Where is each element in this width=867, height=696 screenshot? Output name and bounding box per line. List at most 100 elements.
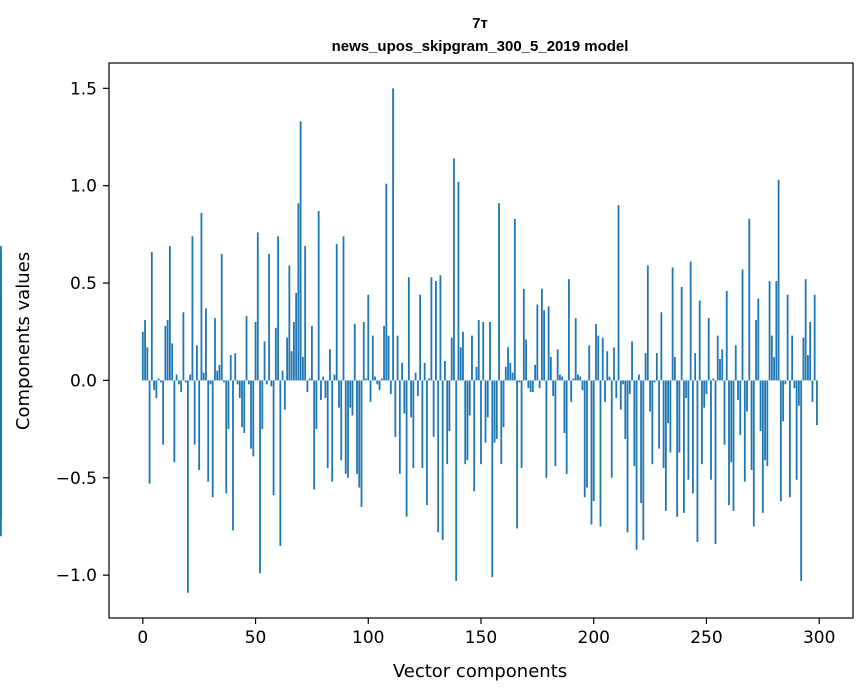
chart-subtitle: news_upos_skipgram_300_5_2019 model bbox=[332, 38, 629, 55]
bar bbox=[728, 380, 730, 506]
bar bbox=[344, 380, 347, 474]
x-tick-label: 100 bbox=[352, 628, 384, 648]
bar bbox=[466, 380, 469, 461]
bar bbox=[795, 380, 798, 480]
bar bbox=[511, 372, 514, 381]
bar bbox=[622, 380, 624, 385]
bar bbox=[250, 380, 252, 449]
bar bbox=[734, 345, 737, 381]
bar bbox=[710, 380, 712, 480]
bar bbox=[764, 380, 766, 461]
bar bbox=[800, 380, 803, 581]
bar bbox=[430, 277, 433, 381]
y-tick-label: 0.5 bbox=[70, 274, 97, 294]
bar bbox=[401, 362, 403, 381]
bar bbox=[574, 318, 577, 381]
bar bbox=[486, 380, 489, 418]
bar bbox=[534, 364, 537, 381]
bar bbox=[581, 380, 584, 391]
bar bbox=[669, 380, 672, 453]
bar bbox=[484, 380, 487, 443]
bar bbox=[306, 380, 309, 393]
bar bbox=[601, 337, 604, 381]
bar bbox=[606, 351, 609, 381]
bar-series bbox=[0, 88, 818, 593]
bar bbox=[556, 349, 559, 381]
bar bbox=[150, 251, 153, 381]
bar bbox=[649, 380, 651, 412]
bar bbox=[335, 244, 338, 381]
bar bbox=[653, 380, 656, 383]
bar bbox=[475, 366, 478, 381]
bar bbox=[516, 380, 518, 529]
bar bbox=[157, 378, 160, 381]
bar bbox=[356, 380, 358, 474]
bar bbox=[615, 380, 618, 398]
bar bbox=[444, 360, 446, 381]
bar bbox=[755, 320, 757, 381]
bar bbox=[809, 322, 812, 381]
bar bbox=[498, 203, 500, 381]
bar bbox=[416, 380, 419, 396]
bar bbox=[761, 380, 764, 513]
bar bbox=[791, 335, 794, 381]
bar bbox=[513, 218, 516, 381]
bar bbox=[281, 370, 284, 381]
chart-title: 7т bbox=[472, 15, 488, 32]
bar bbox=[757, 298, 760, 381]
bar bbox=[462, 331, 464, 381]
bar bbox=[439, 275, 442, 381]
bar bbox=[311, 325, 313, 381]
bar bbox=[166, 320, 169, 381]
bar bbox=[168, 246, 171, 381]
bar bbox=[673, 357, 676, 381]
y-axis-label: Components values bbox=[13, 252, 34, 430]
bar bbox=[705, 380, 708, 395]
bar bbox=[173, 380, 176, 463]
bar bbox=[482, 322, 485, 381]
bar bbox=[331, 380, 334, 482]
bar bbox=[572, 378, 575, 381]
bar bbox=[360, 380, 363, 507]
bar bbox=[545, 380, 548, 478]
bar bbox=[453, 158, 455, 381]
y-tick-label: −1.0 bbox=[56, 566, 97, 586]
bar bbox=[351, 380, 354, 416]
bar bbox=[464, 380, 467, 465]
bar bbox=[435, 281, 437, 381]
bar bbox=[256, 232, 259, 381]
bar bbox=[308, 378, 311, 381]
bar bbox=[414, 372, 417, 381]
bar bbox=[216, 370, 219, 381]
bar bbox=[299, 121, 302, 381]
bar bbox=[737, 380, 739, 400]
bar bbox=[664, 380, 667, 511]
bar bbox=[144, 320, 146, 381]
bar bbox=[301, 357, 304, 381]
bar bbox=[425, 380, 428, 506]
bar bbox=[322, 376, 325, 381]
bar bbox=[712, 378, 715, 381]
bar bbox=[577, 374, 579, 381]
bar bbox=[403, 380, 406, 414]
bar bbox=[599, 380, 602, 527]
bar bbox=[243, 380, 246, 433]
bar bbox=[146, 347, 149, 381]
bar bbox=[265, 380, 268, 385]
bar bbox=[779, 380, 782, 502]
bar bbox=[389, 380, 392, 395]
bar bbox=[247, 380, 250, 385]
bar bbox=[268, 253, 270, 381]
bar bbox=[383, 325, 385, 381]
bar bbox=[261, 380, 264, 430]
bar bbox=[504, 366, 507, 381]
bar bbox=[775, 281, 778, 381]
bar bbox=[238, 380, 241, 398]
bar bbox=[214, 318, 216, 381]
bar bbox=[398, 380, 401, 474]
bar bbox=[234, 353, 237, 381]
bar bbox=[642, 380, 645, 541]
bar bbox=[254, 322, 257, 381]
bar bbox=[495, 380, 498, 439]
